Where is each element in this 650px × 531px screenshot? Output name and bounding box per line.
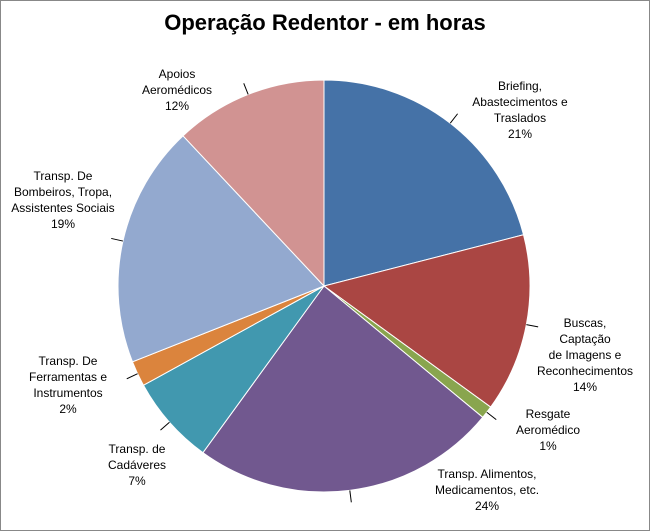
leader-line bbox=[486, 411, 497, 421]
category-label: Transp. Alimentos, Medicamentos, etc. bbox=[434, 467, 540, 497]
slice-label: Briefing, Abastecimentos e Traslados 21% bbox=[472, 78, 567, 142]
leader-line bbox=[160, 421, 170, 431]
value-label: 19% bbox=[50, 217, 76, 231]
category-label: Briefing, Abastecimentos e Traslados bbox=[472, 79, 568, 125]
slice-label: Transp. de Cadáveres 7% bbox=[108, 441, 166, 489]
value-label: 21% bbox=[507, 127, 533, 141]
value-label: 7% bbox=[128, 474, 146, 488]
slice-label: Buscas, Captação de Imagens e Reconhecim… bbox=[537, 315, 633, 395]
leader-line bbox=[126, 373, 138, 380]
value-label: 12% bbox=[164, 99, 190, 113]
value-label: 14% bbox=[572, 380, 598, 394]
value-label: 24% bbox=[474, 499, 500, 513]
leader-line bbox=[526, 324, 539, 328]
slice-label: Apoios Aeromédicos 12% bbox=[142, 66, 212, 114]
pie-slice bbox=[182, 79, 325, 288]
leader-line bbox=[243, 83, 249, 95]
leader-line bbox=[111, 237, 124, 242]
pie-slice bbox=[117, 135, 325, 363]
category-label: Transp. De Bombeiros, Tropa, Assistentes… bbox=[11, 169, 115, 215]
category-label: Buscas, Captação de Imagens e Reconhecim… bbox=[536, 316, 634, 378]
slice-label: Transp. Alimentos, Medicamentos, etc. 24% bbox=[435, 466, 539, 514]
leader-line bbox=[449, 113, 459, 124]
category-label: Apoios Aeromédicos bbox=[141, 67, 213, 97]
value-label: 2% bbox=[59, 402, 77, 416]
slice-label: Transp. De Ferramentas e Instrumentos 2% bbox=[29, 353, 107, 417]
slice-label: Resgate Aeromédico 1% bbox=[516, 406, 580, 454]
category-label: Transp. De Ferramentas e Instrumentos bbox=[28, 354, 108, 400]
value-label: 1% bbox=[539, 439, 557, 453]
chart-title: Operação Redentor - em horas bbox=[164, 10, 486, 35]
pie-slice bbox=[323, 79, 525, 287]
category-label: Resgate Aeromédico bbox=[515, 407, 581, 437]
category-label: Transp. de Cadáveres bbox=[107, 442, 167, 472]
slice-label: Transp. De Bombeiros, Tropa, Assistentes… bbox=[11, 168, 114, 232]
leader-line bbox=[349, 490, 352, 503]
